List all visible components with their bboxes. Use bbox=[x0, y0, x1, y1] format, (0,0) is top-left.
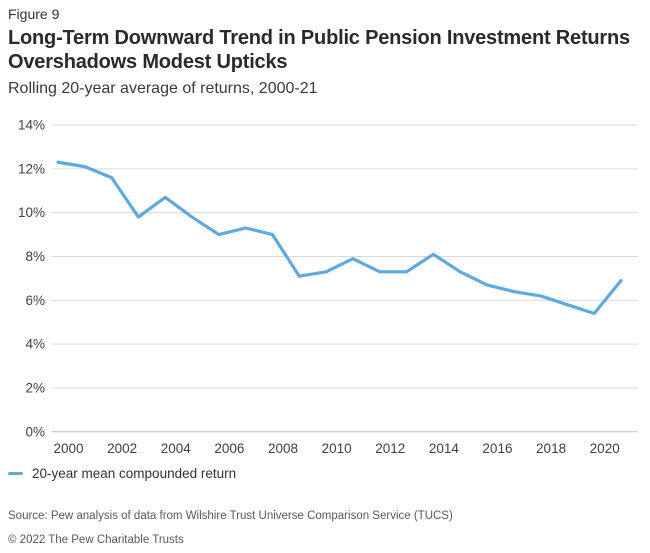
x-tick-label-2020: 2020 bbox=[590, 441, 620, 456]
figure-label: Figure 9 bbox=[8, 6, 60, 22]
y-tick-label-8: 8% bbox=[25, 249, 45, 264]
y-tick-label-6: 6% bbox=[25, 293, 45, 308]
chart-legend: 20-year mean compounded return bbox=[8, 466, 236, 481]
line-chart: 0% 2% 4% 6% 8% 10% 12% 14% 2000 2002 2004 2006 2008 2… bbox=[18, 118, 638, 456]
chart-title-line-2: Overshadows Modest Upticks bbox=[8, 51, 288, 73]
x-tick-label-2018: 2018 bbox=[536, 441, 566, 456]
x-tick-label-2010: 2010 bbox=[322, 441, 352, 456]
source-note: Source: Pew analysis of data from Wilshi… bbox=[8, 510, 453, 522]
x-tick-label-2002: 2002 bbox=[107, 441, 137, 456]
x-tick-label-2016: 2016 bbox=[482, 441, 512, 456]
series-line-20yr-return bbox=[56, 160, 623, 316]
x-tick-label-2004: 2004 bbox=[161, 441, 192, 456]
chart-title-line-1: Long-Term Downward Trend in Public Pensi… bbox=[8, 27, 630, 49]
y-tick-label-10: 10% bbox=[18, 205, 45, 220]
y-tick-label-14: 14% bbox=[18, 118, 45, 133]
legend-series-label: 20-year mean compounded return bbox=[32, 466, 237, 481]
x-tick-label-2012: 2012 bbox=[375, 441, 405, 456]
y-tick-label-2: 2% bbox=[25, 380, 45, 395]
x-tick-label-2014: 2014 bbox=[429, 441, 460, 456]
chart-subtitle: Rolling 20-year average of returns, 2000… bbox=[8, 80, 318, 97]
x-tick-label-2000: 2000 bbox=[53, 441, 83, 456]
chart-title: Long-Term Downward Trend in Public Pensi… bbox=[8, 26, 630, 74]
y-tick-label-4: 4% bbox=[25, 337, 45, 352]
x-tick-label-2006: 2006 bbox=[214, 441, 244, 456]
x-tick-label-2008: 2008 bbox=[268, 441, 298, 456]
copyright-note: © 2022 The Pew Charitable Trusts bbox=[8, 534, 184, 546]
y-tick-label-12: 12% bbox=[18, 161, 45, 176]
series-line-swatch-icon bbox=[8, 471, 23, 476]
y-tick-label-0: 0% bbox=[25, 424, 45, 439]
